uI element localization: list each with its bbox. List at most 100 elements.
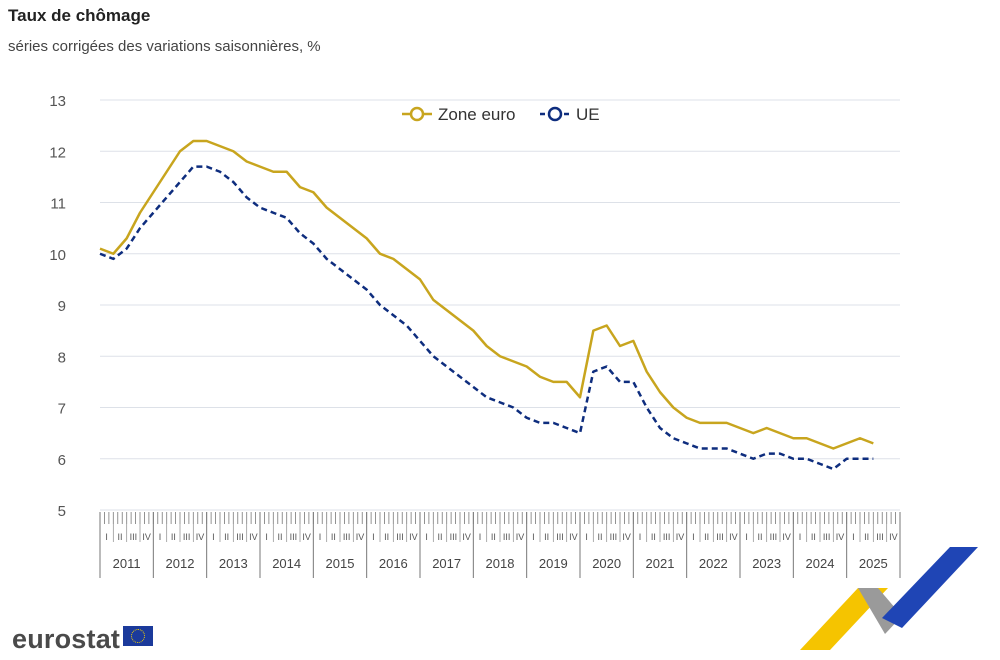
- x-quarter-label: III: [183, 532, 191, 542]
- y-tick-label: 7: [58, 401, 66, 418]
- x-quarter-label: III: [503, 532, 511, 542]
- x-quarter-label: IV: [516, 532, 525, 542]
- x-quarter-label: I: [265, 532, 268, 542]
- x-year-label: 2019: [539, 556, 568, 571]
- x-quarter-label: IV: [462, 532, 471, 542]
- x-quarter-label: IV: [356, 532, 365, 542]
- y-tick-label: 11: [50, 196, 66, 213]
- x-year-label: 2024: [806, 556, 835, 571]
- x-quarter-label: IV: [889, 532, 898, 542]
- series-line-ue: [99, 165, 874, 471]
- legend: Zone euro UE: [402, 105, 600, 124]
- x-year-label: 2012: [166, 556, 195, 571]
- x-quarter-label: II: [491, 532, 496, 542]
- y-tick-label: 8: [58, 349, 66, 366]
- eurostat-logo: eurostat: [12, 624, 154, 655]
- x-year-label: 2015: [326, 556, 355, 571]
- x-year-label: 2014: [272, 556, 301, 571]
- x-year-label: 2018: [486, 556, 515, 571]
- x-quarter-label: III: [716, 532, 724, 542]
- x-quarter-label: II: [437, 532, 442, 542]
- x-quarter-label: III: [556, 532, 564, 542]
- series-line-zone-euro: [99, 139, 874, 450]
- x-quarter-label: III: [663, 532, 671, 542]
- x-quarter-label: III: [130, 532, 138, 542]
- x-quarter-label: I: [159, 532, 162, 542]
- x-quarter-label: II: [277, 532, 282, 542]
- series-lines: [99, 139, 874, 471]
- x-year-label: 2011: [113, 556, 141, 571]
- y-tick-label: 5: [58, 503, 66, 520]
- legend-marker: [547, 106, 563, 122]
- x-quarter-label: III: [396, 532, 404, 542]
- x-quarter-label: IV: [729, 532, 738, 542]
- x-quarter-label: II: [544, 532, 549, 542]
- x-quarter-label: II: [597, 532, 602, 542]
- x-quarter-label: II: [757, 532, 762, 542]
- eurostat-swoosh-logo: [800, 547, 978, 650]
- x-quarter-label: IV: [569, 532, 578, 542]
- x-quarter-label: IV: [836, 532, 845, 542]
- legend-label: UE: [576, 105, 600, 124]
- x-quarter-label: I: [372, 532, 375, 542]
- x-quarter-label: I: [105, 532, 108, 542]
- x-quarter-label: IV: [302, 532, 311, 542]
- chart-title: Taux de chômage: [8, 6, 151, 25]
- x-quarter-label: IV: [622, 532, 631, 542]
- x-quarter-label: III: [610, 532, 618, 542]
- x-quarter-label: II: [651, 532, 656, 542]
- x-year-label: 2017: [432, 556, 461, 571]
- x-quarter-label: II: [224, 532, 229, 542]
- x-quarter-label: I: [212, 532, 215, 542]
- x-quarter-label: II: [384, 532, 389, 542]
- eu-flag-icon: [123, 626, 154, 646]
- x-quarter-label: IV: [409, 532, 418, 542]
- x-quarter-label: III: [343, 532, 351, 542]
- x-quarter-label: II: [704, 532, 709, 542]
- chart-subtitle: séries corrigées des variations saisonni…: [8, 38, 321, 55]
- x-quarter-label: II: [864, 532, 869, 542]
- x-year-label: 2025: [859, 556, 888, 571]
- x-year-label: 2013: [219, 556, 248, 571]
- x-quarter-label: I: [585, 532, 588, 542]
- x-quarter-label: IV: [196, 532, 205, 542]
- x-quarter-label: I: [692, 532, 695, 542]
- x-quarter-label: I: [639, 532, 642, 542]
- x-quarter-label: II: [331, 532, 336, 542]
- y-tick-label: 6: [58, 452, 66, 469]
- legend-marker: [409, 106, 425, 122]
- x-year-label: 2020: [592, 556, 621, 571]
- x-quarter-label: IV: [676, 532, 685, 542]
- x-quarter-label: IV: [142, 532, 151, 542]
- x-quarter-label: III: [876, 532, 884, 542]
- x-quarter-label: I: [745, 532, 748, 542]
- legend-label: Zone euro: [438, 105, 516, 124]
- x-quarter-label: III: [450, 532, 458, 542]
- x-quarter-label: I: [319, 532, 322, 542]
- x-quarter-label: I: [479, 532, 482, 542]
- x-quarter-label: II: [117, 532, 122, 542]
- x-quarter-label: I: [425, 532, 428, 542]
- x-quarter-label: I: [532, 532, 535, 542]
- x-year-label: 2023: [752, 556, 781, 571]
- grid-lines: [100, 99, 900, 511]
- x-quarter-label: III: [770, 532, 778, 542]
- y-tick-label: 10: [49, 247, 66, 264]
- x-quarter-label: II: [171, 532, 176, 542]
- logo-text: eurostat: [12, 624, 121, 654]
- x-quarter-label: III: [290, 532, 298, 542]
- y-tick-label: 12: [49, 144, 66, 161]
- x-quarter-label: III: [236, 532, 244, 542]
- x-year-label: 2016: [379, 556, 408, 571]
- x-year-label: 2022: [699, 556, 728, 571]
- y-axis: 5 6 7 8 9 10 11 12 13: [49, 93, 66, 520]
- x-quarter-label: IV: [249, 532, 258, 542]
- x-quarter-label: I: [852, 532, 855, 542]
- x-year-label: 2021: [646, 556, 675, 571]
- x-quarter-label: II: [811, 532, 816, 542]
- x-quarter-label: I: [799, 532, 802, 542]
- y-tick-label: 9: [58, 298, 66, 315]
- x-quarter-label: III: [823, 532, 831, 542]
